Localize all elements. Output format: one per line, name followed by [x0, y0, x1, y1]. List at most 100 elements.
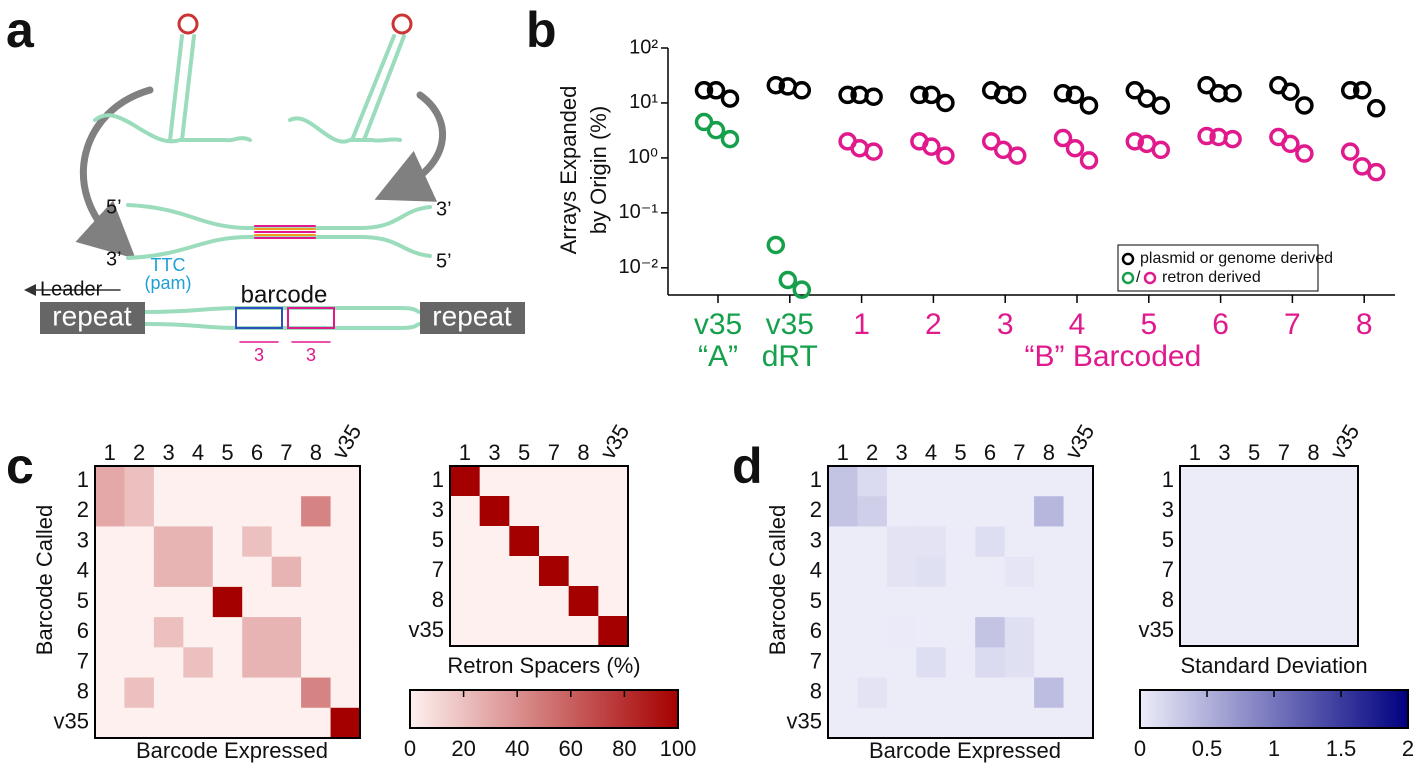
x-tick-label: v35	[766, 308, 814, 341]
column-label: v35	[1060, 420, 1099, 463]
point	[766, 235, 786, 255]
barcode-bars	[254, 228, 316, 236]
heatmap-cell	[568, 466, 599, 497]
heatmap-cell	[212, 707, 243, 739]
heatmap-cell	[886, 556, 917, 588]
heatmap-cell	[301, 617, 332, 648]
heatmap-cell	[1269, 466, 1300, 497]
point	[792, 280, 812, 299]
heatmap-cell	[539, 466, 570, 497]
heatmap-cell	[1209, 556, 1240, 587]
heatmap-cell	[828, 526, 858, 558]
heatmap-cell	[539, 616, 570, 647]
heatmap-cell	[242, 677, 273, 709]
heatmap-cell	[1328, 586, 1359, 617]
row-label: 1	[1162, 467, 1174, 492]
legend-symbol	[1121, 252, 1135, 266]
row-label: 5	[432, 527, 444, 552]
heatmap-cell	[450, 586, 481, 617]
heatmap-cell	[1034, 466, 1065, 497]
heatmap-cell	[1063, 556, 1094, 588]
pam: TTC	[151, 255, 186, 275]
x-axis-label: Barcode Expressed	[136, 738, 328, 763]
heatmap-cell	[1063, 526, 1094, 558]
heatmap-cell	[539, 556, 570, 587]
heatmap-cell	[301, 677, 332, 709]
heatmap-cell	[945, 526, 976, 558]
heatmap-cell	[828, 617, 858, 648]
heatmap-cell	[301, 707, 332, 739]
heatmap-cell	[271, 617, 302, 648]
column-label: 7	[1013, 440, 1025, 465]
heatmap-cell	[857, 707, 888, 739]
heatmap-cell	[1063, 586, 1094, 618]
heatmap-cell	[479, 616, 510, 647]
heatmap-cell	[479, 556, 510, 587]
heatmap-cell	[183, 647, 214, 679]
heatmap-cell	[975, 466, 1006, 497]
row-label: 6	[77, 618, 89, 643]
y-tick-label: 10²	[629, 36, 658, 58]
legend-symbol	[1143, 271, 1157, 285]
stem	[350, 34, 406, 142]
point	[838, 85, 857, 105]
y-axis-label: Barcode Called	[32, 505, 57, 655]
heatmap-cell	[271, 586, 302, 618]
heatmap-cell	[945, 586, 976, 618]
column-label: 3	[895, 440, 907, 465]
heatmap-cell	[509, 556, 540, 587]
heatmap-cell	[945, 707, 976, 739]
column-label: 3	[1218, 440, 1230, 465]
heatmap-cell	[212, 466, 243, 497]
heatmap-cell	[271, 647, 302, 679]
x-tick-sublabel: “A”	[698, 340, 738, 373]
heatmap-cell	[242, 586, 273, 618]
heatmap-cell	[886, 466, 917, 497]
point	[1151, 140, 1171, 160]
column-label: v35	[595, 420, 634, 463]
heatmap-cell	[568, 586, 599, 617]
heatmap-cell	[598, 556, 629, 587]
heatmap-cell	[1004, 496, 1035, 527]
heatmap-cell	[271, 556, 302, 588]
heatmap-cell	[1180, 496, 1211, 527]
heatmap-cell	[271, 466, 302, 497]
heatmap-cell	[1034, 647, 1065, 679]
y-tick-label: 10⁻¹	[619, 201, 659, 223]
repeat: repeat	[52, 300, 132, 331]
row-label: 7	[1162, 557, 1174, 582]
y-axis-label: Barcode Called	[765, 505, 790, 655]
column-label: 8	[577, 440, 589, 465]
heatmap-cell	[242, 526, 273, 558]
heatmap-cell	[945, 647, 976, 679]
x-axis-label: Barcode Expressed	[869, 738, 1061, 763]
column-label: v35	[1325, 420, 1364, 463]
heatmap-cell	[975, 707, 1006, 739]
heatmap-cell	[886, 526, 917, 558]
heatmap-cell	[1063, 677, 1094, 709]
x-tick-label: 2	[925, 308, 942, 341]
segment-length: 3	[254, 345, 264, 365]
segment-length: 3	[306, 345, 316, 365]
point	[1223, 84, 1242, 103]
row-label: 6	[810, 618, 822, 643]
heatmap-cell	[1239, 526, 1270, 557]
heatmap-cell	[1004, 707, 1035, 739]
heatmap-cell	[1269, 496, 1300, 527]
heatmap-cell	[916, 466, 947, 497]
heatmap-cell	[1004, 556, 1035, 588]
rt-strand	[288, 116, 402, 144]
point	[1007, 85, 1027, 105]
heatmap-cell	[568, 496, 599, 527]
row-label: 7	[810, 648, 822, 673]
group-label: “B” Barcoded	[1025, 340, 1202, 373]
strand-end: 5’	[436, 250, 452, 272]
point	[1007, 146, 1027, 165]
heatmap-cell	[539, 526, 570, 557]
heatmap-cell	[975, 617, 1006, 648]
heatmap-cell	[975, 586, 1006, 618]
heatmap-cell	[301, 466, 332, 497]
row-label: 5	[810, 588, 822, 613]
barcode: barcode	[241, 281, 328, 308]
column-label: 8	[310, 440, 322, 465]
